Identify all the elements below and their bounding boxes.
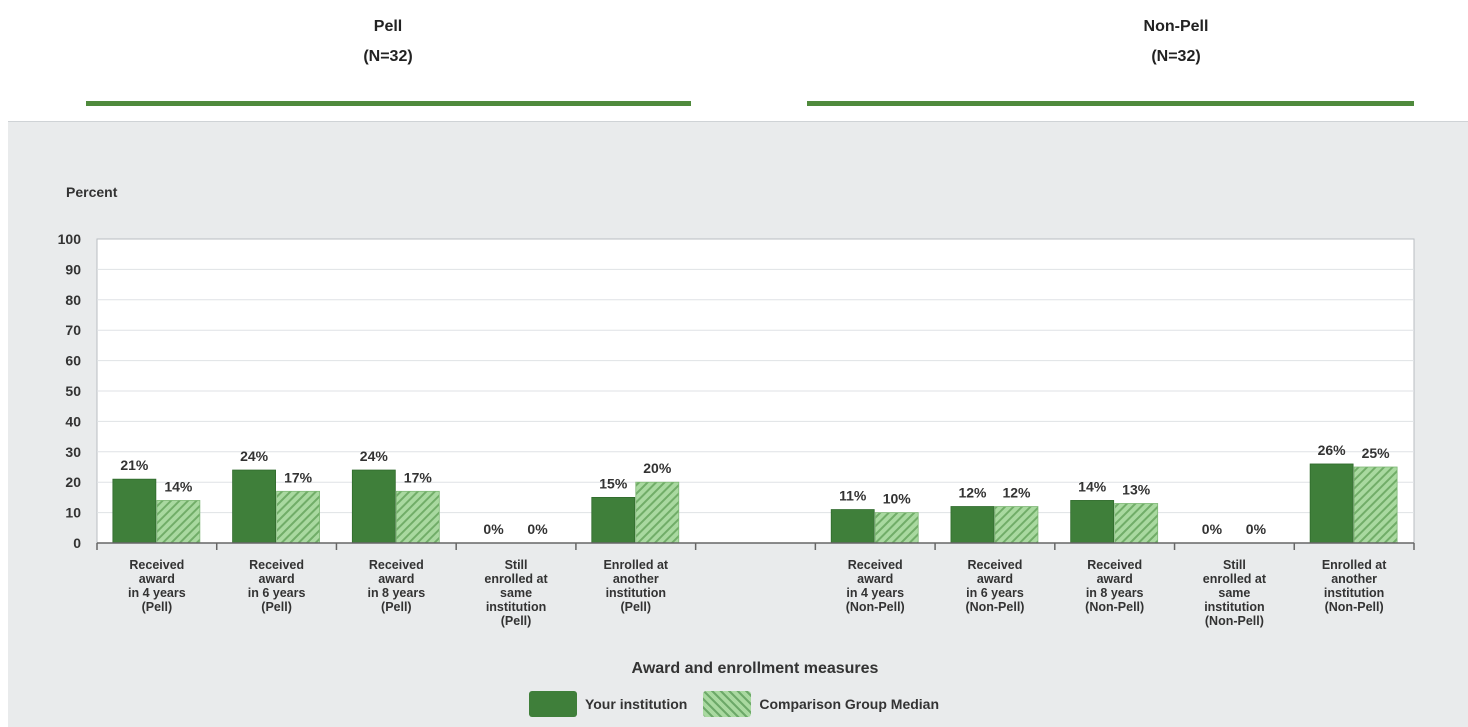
x-tick-label: Received award in 6 years (Pell)	[248, 558, 306, 614]
group-title: Non-Pell	[1143, 18, 1209, 35]
group-header-pell: Pell (N=32)	[238, 12, 538, 72]
group-count: (N=32)	[363, 48, 413, 65]
bar	[591, 496, 636, 544]
bar	[112, 478, 157, 544]
group-header-non-pell: Non-Pell (N=32)	[1026, 12, 1326, 72]
x-tick-label: Still enrolled at same institution (Pell)	[484, 558, 548, 628]
bar	[351, 469, 396, 544]
bar	[635, 481, 680, 544]
data-label: 20%	[643, 460, 672, 476]
data-label: 13%	[1122, 481, 1151, 497]
data-label: 25%	[1362, 445, 1391, 461]
x-tick-label: Received award in 8 years (Pell)	[367, 558, 425, 614]
legend-swatch-comparison-median	[703, 691, 752, 717]
group-count: (N=32)	[1151, 48, 1201, 65]
y-tick-label: 10	[65, 505, 81, 521]
legend-swatch-your-institution	[528, 691, 577, 717]
legend-item-your-institution: Your institution	[528, 691, 688, 717]
bar	[830, 509, 875, 544]
data-label: 0%	[527, 521, 548, 537]
y-tick-label: 40	[65, 413, 81, 429]
bar	[1070, 500, 1115, 544]
x-tick-label: Received award in 4 years (Pell)	[128, 558, 186, 614]
x-tick-label: Received award in 4 years (Non-Pell)	[846, 558, 905, 614]
y-tick-label: 30	[65, 444, 81, 460]
bar	[395, 490, 440, 544]
data-label: 15%	[599, 475, 628, 491]
data-label: 0%	[1246, 521, 1267, 537]
group-rule-non-pell	[807, 101, 1414, 106]
bar	[156, 500, 201, 544]
y-axis-label: Percent	[66, 184, 118, 200]
y-tick-label: 60	[65, 353, 81, 369]
data-label: 12%	[958, 485, 987, 501]
x-tick-label: Still enrolled at same institution (Non-Pell…	[1203, 558, 1267, 628]
x-axis-label: Award and enrollment measures	[632, 660, 879, 677]
data-label: 14%	[1078, 478, 1107, 494]
x-tick-label: Enrolled at another institution (Pell)	[603, 558, 668, 614]
data-label: 14%	[164, 478, 193, 494]
data-label: 0%	[1202, 521, 1223, 537]
legend-item-comparison-median: Comparison Group Median	[703, 691, 939, 717]
data-label: 24%	[240, 448, 269, 464]
data-label: 12%	[1002, 485, 1031, 501]
bar	[874, 512, 919, 544]
bar	[276, 490, 320, 544]
y-tick-label: 90	[65, 261, 81, 277]
x-tick-label: Received award in 6 years (Non-Pell)	[965, 558, 1024, 614]
bar	[232, 469, 276, 544]
legend-label: Comparison Group Median	[759, 696, 940, 712]
data-label: 26%	[1318, 442, 1347, 458]
y-tick-label: 80	[65, 292, 81, 308]
y-tick-label: 70	[65, 322, 81, 338]
y-tick-label: 20	[65, 474, 81, 490]
legend-label: Your institution	[584, 696, 688, 712]
y-tick-label: 50	[65, 383, 81, 399]
bar	[950, 506, 995, 544]
y-tick-label: 100	[58, 231, 82, 247]
data-label: 0%	[483, 521, 504, 537]
bar	[1309, 463, 1354, 544]
bar	[994, 506, 1039, 544]
data-label: 17%	[404, 469, 433, 485]
bar	[1114, 503, 1159, 544]
data-label: 21%	[120, 457, 149, 473]
data-label: 24%	[360, 448, 389, 464]
x-tick-label: Enrolled at another institution (Non-Pell)	[1322, 558, 1387, 614]
legend: Your institution Comparison Group Median	[0, 689, 1468, 719]
x-tick-label: Received award in 8 years (Non-Pell)	[1085, 558, 1144, 614]
group-title: Pell	[373, 18, 403, 35]
data-label: 11%	[839, 488, 867, 504]
data-label: 10%	[883, 491, 912, 507]
data-label: 17%	[284, 469, 313, 485]
bar	[1353, 466, 1398, 544]
group-rule-pell	[86, 101, 691, 106]
y-tick-label: 0	[73, 535, 81, 551]
